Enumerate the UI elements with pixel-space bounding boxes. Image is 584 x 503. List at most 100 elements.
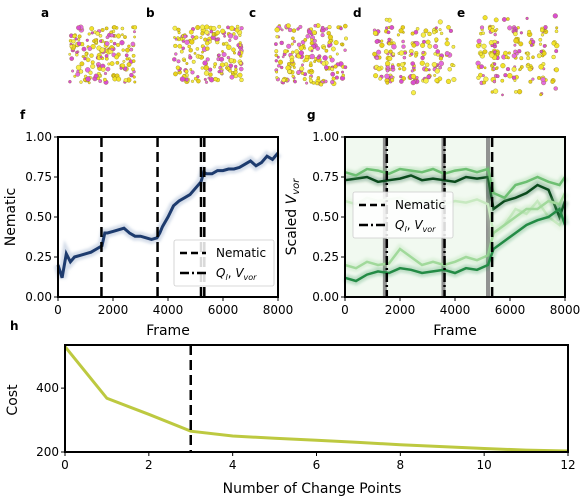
snapshot-particle [222, 52, 227, 57]
snapshot-particle [235, 28, 239, 32]
panel-label-b: b [146, 6, 155, 20]
panel-f-ytick-label: 0.00 [25, 290, 52, 304]
snapshot-particle [288, 28, 292, 32]
snapshot-particle [186, 62, 189, 65]
snapshot-particle [385, 74, 390, 79]
snapshot-particle [120, 67, 123, 70]
snapshot-particle [196, 47, 199, 50]
snapshot-particle [76, 65, 81, 70]
panel-f-chart: 0 2000 4000 6000 80000.000.250.500.751.00 Fr… [3, 130, 293, 339]
snapshot-particle [507, 73, 512, 78]
snapshot-particle [334, 65, 338, 69]
panel-label-f: f [20, 108, 26, 122]
snapshot-particle [508, 52, 511, 55]
snapshot-particle [311, 50, 313, 52]
snapshot-particle [239, 34, 242, 37]
panel-h-xlabel: Number of Change Points [223, 481, 402, 497]
panel-g-xtick-label: 0 [341, 303, 349, 317]
snapshot-particle [191, 80, 194, 83]
snapshot-particle [228, 33, 233, 38]
snapshot-particle [229, 26, 234, 31]
snapshot-particle [276, 76, 279, 79]
snapshot-particle [342, 74, 345, 77]
snapshot-particle [385, 61, 390, 66]
snapshot-particle [91, 32, 94, 35]
snapshot-particle [495, 67, 498, 70]
snapshot-particle [446, 25, 450, 29]
snapshot-particle [133, 76, 136, 79]
snapshot-particle [310, 41, 314, 45]
snapshot-particle [344, 66, 347, 69]
snapshot-particle [310, 69, 313, 72]
snapshot-particle [203, 38, 207, 42]
snapshot-particle [438, 20, 443, 25]
panel-g-xlabel: Frame [433, 323, 477, 339]
snapshot-particle [321, 26, 324, 29]
snapshot-particle [238, 73, 243, 78]
snapshot-particle [225, 67, 227, 69]
snapshot-particle [173, 26, 177, 30]
snapshot-particle [288, 70, 292, 74]
snapshot-particle [79, 70, 83, 74]
snapshot-particle [190, 68, 192, 70]
snapshot-particle [77, 42, 81, 46]
snapshot-particle [88, 33, 91, 36]
snapshot-particle [392, 53, 395, 56]
snapshot-particle [98, 74, 101, 77]
snapshot-particle [420, 43, 425, 48]
snapshot-particle [391, 65, 395, 69]
snapshot-particle [324, 65, 328, 69]
snapshot-particle [95, 41, 97, 43]
snapshot-particle [404, 52, 407, 55]
snapshot-particle [106, 36, 109, 39]
snapshot-particle [322, 61, 326, 65]
snapshot-particle [294, 80, 297, 83]
snapshot-particle [335, 76, 339, 80]
snapshot-particle [432, 31, 436, 35]
snapshot-particle [411, 62, 415, 66]
snapshot-particle [92, 40, 95, 43]
snapshot-particle [233, 52, 236, 55]
snapshot-particle [512, 67, 517, 72]
snapshot-particle [482, 74, 485, 77]
snapshot-image [372, 18, 456, 95]
snapshot-particle [373, 73, 378, 78]
panel-g-ylabel: Scaled Vvor [284, 178, 302, 256]
snapshot-particle [402, 67, 406, 71]
snapshot-particle [220, 29, 225, 34]
panel-h-ytick-label: 400 [36, 381, 59, 395]
snapshot-particle [131, 42, 135, 46]
snapshot-particle [330, 67, 334, 71]
panel-f-ytick-label: 1.00 [25, 130, 52, 144]
panel-h-frame [65, 345, 568, 452]
snapshot-particle [539, 43, 542, 46]
snapshot-particle [205, 47, 209, 51]
snapshot-particle [376, 50, 381, 55]
snapshot-particle [189, 40, 194, 45]
snapshot-particle [208, 68, 212, 72]
snapshot-particle [421, 33, 426, 38]
panel-f-xtick-label: 6000 [208, 303, 239, 317]
panel-f-ytick-label: 0.75 [25, 170, 52, 184]
snapshot-particle [526, 56, 530, 60]
snapshot-particle [380, 43, 385, 48]
snapshot-particle [446, 79, 451, 84]
snapshot-particle [287, 62, 291, 66]
snapshot-particle [228, 39, 231, 42]
snapshot-particle [411, 80, 416, 85]
snapshot-particle [304, 38, 307, 41]
panel-h-xtick-label: 0 [61, 458, 69, 472]
snapshot-particle [110, 33, 114, 37]
snapshot-particle [110, 61, 114, 65]
snapshot-particle [434, 38, 438, 42]
snapshot-particle [332, 77, 336, 81]
snapshot-particle [198, 55, 201, 58]
snapshot-particle [482, 44, 487, 49]
snapshot-particle [317, 76, 320, 79]
snapshot-particle [494, 18, 498, 22]
snapshot-particle [204, 71, 209, 76]
snapshot-particle [291, 37, 294, 40]
snapshot-particle [305, 55, 309, 59]
snapshot-particle [330, 80, 334, 84]
panel-f-xtick-label: 0 [54, 303, 62, 317]
